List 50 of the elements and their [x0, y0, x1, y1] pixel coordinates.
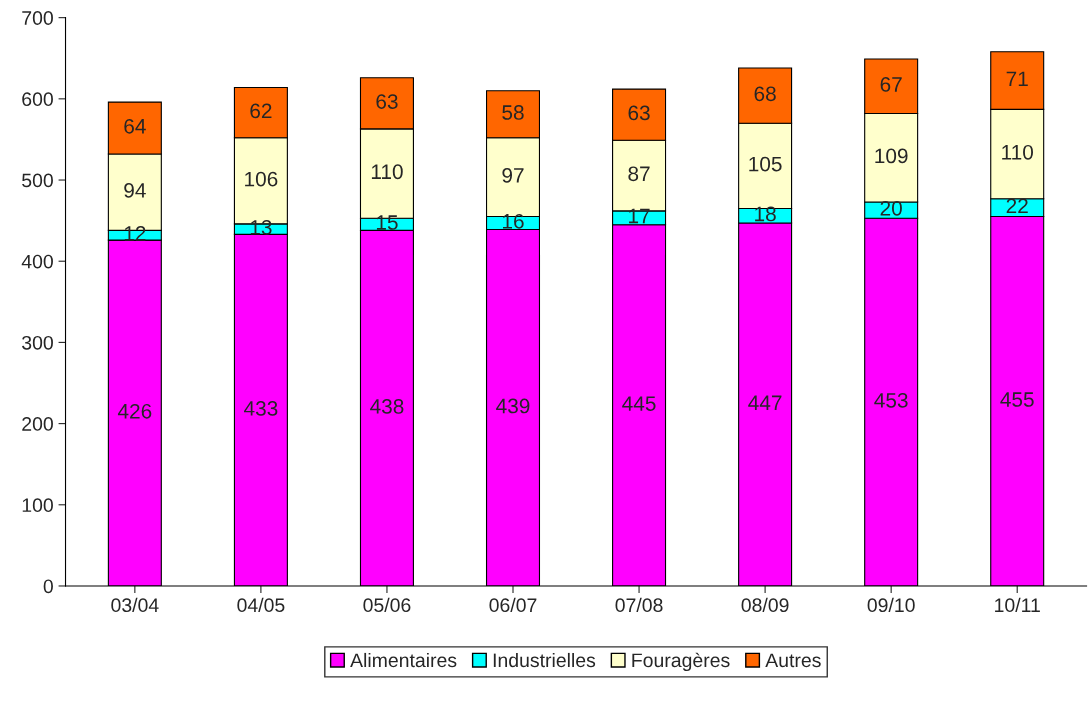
- data-label: 68: [754, 86, 776, 102]
- legend-label: Industrielles: [493, 652, 596, 668]
- y-tick-label: 700: [22, 11, 53, 25]
- y-tick-label: 200: [22, 417, 53, 431]
- data-label: 94: [124, 183, 146, 198]
- y-tick-label: 100: [22, 498, 53, 513]
- data-label: 447: [748, 395, 782, 410]
- data-label: 426: [117, 403, 152, 419]
- y-tick-label: 500: [22, 173, 53, 188]
- data-label: 71: [1006, 71, 1028, 86]
- data-label: 439: [496, 398, 530, 414]
- data-label: 17: [629, 208, 650, 224]
- data-label: 63: [628, 105, 650, 121]
- x-tick-label: 06/07: [489, 597, 537, 613]
- x-tick-label: 04/05: [237, 597, 285, 613]
- data-label: 105: [749, 156, 782, 172]
- data-label: 20: [880, 200, 902, 216]
- data-label: 18: [755, 206, 776, 222]
- legend-label: Autres: [765, 653, 821, 668]
- data-label: 433: [244, 401, 278, 416]
- data-label: 16: [503, 213, 524, 229]
- legend-label: Fouragères: [632, 652, 730, 672]
- x-tick-label: 10/11: [995, 597, 1040, 613]
- y-tick-label: 300: [22, 335, 53, 350]
- data-label: 58: [502, 105, 524, 120]
- x-tick-label: 07/08: [615, 597, 663, 613]
- data-label: 106: [245, 171, 278, 187]
- data-label: 97: [502, 168, 524, 183]
- legend-label: Alimentaires: [350, 652, 457, 668]
- data-label: 62: [250, 103, 272, 119]
- x-tick-label: 09/10: [867, 597, 915, 613]
- data-label: 438: [370, 399, 404, 414]
- y-tick-label: 600: [22, 92, 53, 107]
- data-label: 445: [622, 396, 656, 411]
- data-label: 110: [371, 164, 403, 180]
- data-label: 453: [874, 392, 908, 408]
- x-tick-label: 03/04: [111, 597, 159, 613]
- y-tick-label: 400: [21, 254, 53, 269]
- y-tick-label: 0: [43, 579, 53, 594]
- data-label: 67: [880, 77, 902, 92]
- x-tick-label: 08/09: [741, 597, 789, 613]
- data-label: 22: [1006, 198, 1028, 214]
- data-label: 15: [376, 215, 398, 230]
- data-label: 110: [1002, 144, 1034, 160]
- data-label: 64: [124, 118, 146, 134]
- data-label: 63: [376, 94, 398, 109]
- x-tick-label: 05/06: [363, 597, 411, 613]
- data-label: 109: [875, 148, 908, 164]
- data-label: 87: [628, 166, 650, 182]
- data-label: 455: [1000, 392, 1034, 407]
